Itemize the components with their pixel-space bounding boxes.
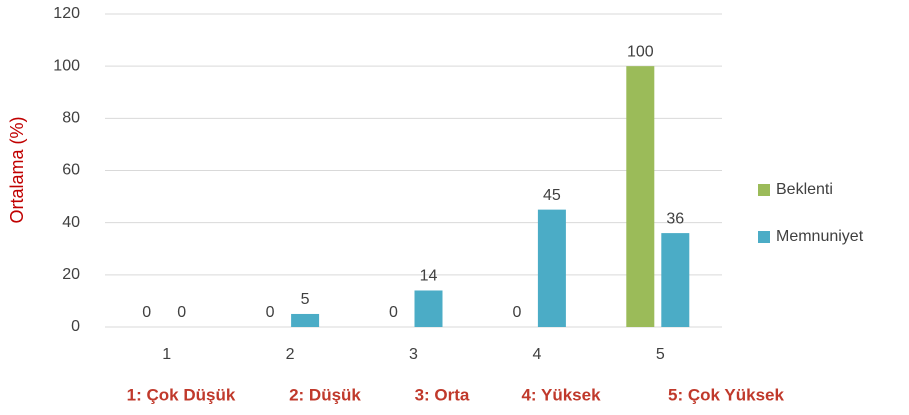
bar xyxy=(414,290,443,327)
y-tick-label: 100 xyxy=(53,57,80,74)
data-label: 5 xyxy=(301,291,310,308)
data-label: 0 xyxy=(142,304,151,321)
bar xyxy=(661,233,690,327)
data-label: 36 xyxy=(666,210,684,227)
y-tick-label: 0 xyxy=(71,318,80,335)
y-tick-label: 60 xyxy=(62,162,80,179)
annotation: 5: Çok Yüksek xyxy=(668,385,784,404)
y-tick-label: 120 xyxy=(53,5,80,22)
bar xyxy=(626,66,655,328)
legend-swatch xyxy=(758,184,770,196)
annotation: 2: Düşük xyxy=(289,385,361,404)
data-label: 0 xyxy=(266,304,275,321)
x-tick-label: 2 xyxy=(286,346,295,363)
annotation: 3: Orta xyxy=(415,385,470,404)
x-tick-label: 1 xyxy=(162,346,171,363)
legend-label: Memnuniyet xyxy=(776,228,864,245)
x-tick-label: 3 xyxy=(409,346,418,363)
data-label: 14 xyxy=(420,268,438,285)
bar xyxy=(537,209,566,327)
y-tick-label: 80 xyxy=(62,110,80,127)
y-tick-label: 20 xyxy=(62,266,80,283)
y-tick-label: 40 xyxy=(62,214,80,231)
data-label: 100 xyxy=(627,43,654,60)
annotation: 1: Çok Düşük xyxy=(127,385,236,404)
data-label: 0 xyxy=(177,304,186,321)
bar xyxy=(291,313,320,327)
data-label: 0 xyxy=(512,304,521,321)
legend-label: Beklenti xyxy=(776,181,833,198)
x-tick-label: 5 xyxy=(656,346,665,363)
data-label: 45 xyxy=(543,187,561,204)
x-tick-label: 4 xyxy=(532,346,541,363)
y-axis-label: Ortalama (%) xyxy=(7,116,27,223)
legend-swatch xyxy=(758,231,770,243)
data-label: 0 xyxy=(389,304,398,321)
annotation: 4: Yüksek xyxy=(521,385,601,404)
